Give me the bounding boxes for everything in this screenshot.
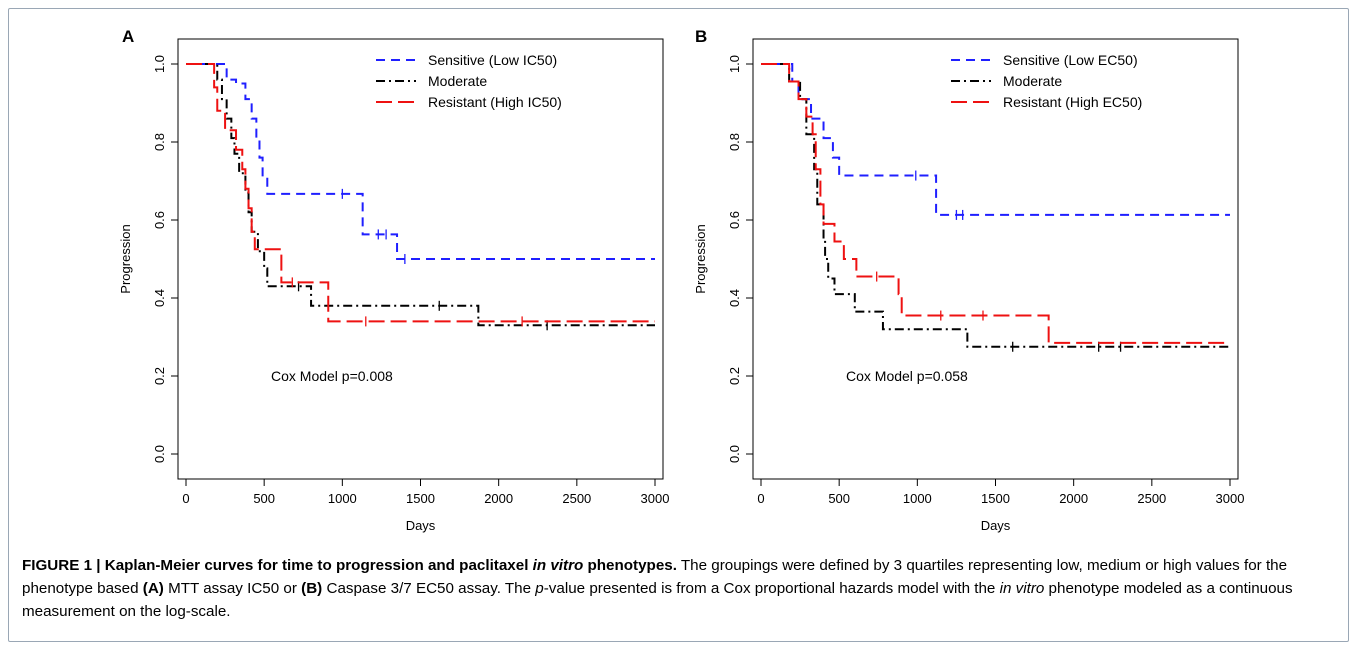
figure-frame — [8, 8, 1349, 642]
caption-ref-a: (A) — [142, 580, 164, 597]
caption-ref-b: (B) — [301, 580, 323, 597]
x-tick-label: 1500 — [406, 491, 435, 506]
legend-label: Sensitive (Low EC50) — [1003, 52, 1138, 68]
y-tick-label: 0.6 — [727, 211, 742, 229]
series-line-1 — [186, 63, 655, 327]
caption-text-5: phenotype modeled as a continuous measur… — [22, 580, 1293, 620]
y-axis-label: Progression — [693, 224, 708, 293]
legend-label: Resistant (High IC50) — [428, 94, 562, 110]
figure-charts: A 0 500 1000 1500 2000 2500 3000 0.0 0.2 0.4 0.6 0.8… — [118, 27, 1244, 533]
x-tick-label: 3000 — [641, 491, 670, 506]
x-axis-label: Days — [406, 518, 436, 533]
y-tick-label: 0.2 — [727, 367, 742, 385]
x-axis-label: Days — [981, 518, 1011, 533]
chart-panel-a: A 0 500 1000 1500 2000 2500 3000 0.0 0.2 0.4 0.6 0.8… — [118, 27, 669, 533]
x-tick-label: 3000 — [1216, 491, 1245, 506]
x-tick-label: 500 — [253, 491, 275, 506]
y-tick-label: 0.2 — [152, 367, 167, 385]
series-line-1 — [761, 63, 1230, 348]
series-line-2 — [761, 63, 1230, 344]
legend-label: Moderate — [428, 73, 487, 89]
y-tick-label: 0.4 — [152, 289, 167, 307]
figure-caption: FIGURE 1 | Kaplan-Meier curves for time … — [22, 554, 1332, 623]
x-tick-label: 1000 — [903, 491, 932, 506]
y-tick-label: 0.8 — [152, 133, 167, 151]
chart-panel-b: B 0 500 1000 1500 2000 2500 3000 0.0 0.2 0.4 0.6 0.8… — [693, 27, 1244, 533]
caption-p-italic: p — [535, 580, 544, 597]
caption-title: FIGURE 1 | Kaplan-Meier curves for time … — [22, 557, 677, 574]
x-tick-label: 2500 — [562, 491, 591, 506]
legend-label: Moderate — [1003, 73, 1062, 89]
x-tick-label: 1000 — [328, 491, 357, 506]
series-line-0 — [186, 63, 655, 260]
caption-text-2: MTT assay IC50 or — [163, 580, 302, 597]
y-tick-label: 1.0 — [152, 55, 167, 73]
y-tick-label: 0.6 — [152, 211, 167, 229]
series-line-2 — [186, 63, 655, 323]
panel-label: A — [122, 27, 134, 46]
caption-in-vitro: in vitro — [999, 580, 1045, 597]
plot-frame — [752, 38, 1239, 480]
x-tick-label: 2000 — [484, 491, 513, 506]
cox-model-annotation: Cox Model p=0.008 — [271, 368, 393, 384]
y-tick-label: 0.0 — [727, 445, 742, 463]
series-line-0 — [761, 63, 1230, 216]
x-tick-label: 0 — [182, 491, 189, 506]
cox-model-annotation: Cox Model p=0.058 — [846, 368, 968, 384]
x-tick-label: 500 — [828, 491, 850, 506]
x-tick-label: 0 — [757, 491, 764, 506]
y-tick-label: 0.4 — [727, 289, 742, 307]
legend-label: Sensitive (Low IC50) — [428, 52, 557, 68]
caption-text-3: Caspase 3/7 EC50 assay. The — [322, 580, 536, 597]
x-tick-label: 1500 — [981, 491, 1010, 506]
legend-label: Resistant (High EC50) — [1003, 94, 1142, 110]
x-tick-label: 2000 — [1059, 491, 1088, 506]
y-axis-label: Progression — [118, 224, 133, 293]
panel-label: B — [695, 27, 707, 46]
y-tick-label: 0.0 — [152, 445, 167, 463]
y-tick-label: 1.0 — [727, 55, 742, 73]
y-tick-label: 0.8 — [727, 133, 742, 151]
caption-text-1: The groupings were defined by 3 quartile… — [22, 557, 1288, 597]
x-tick-label: 2500 — [1137, 491, 1166, 506]
caption-text-4: -value presented is from a Cox proportio… — [543, 580, 1000, 597]
